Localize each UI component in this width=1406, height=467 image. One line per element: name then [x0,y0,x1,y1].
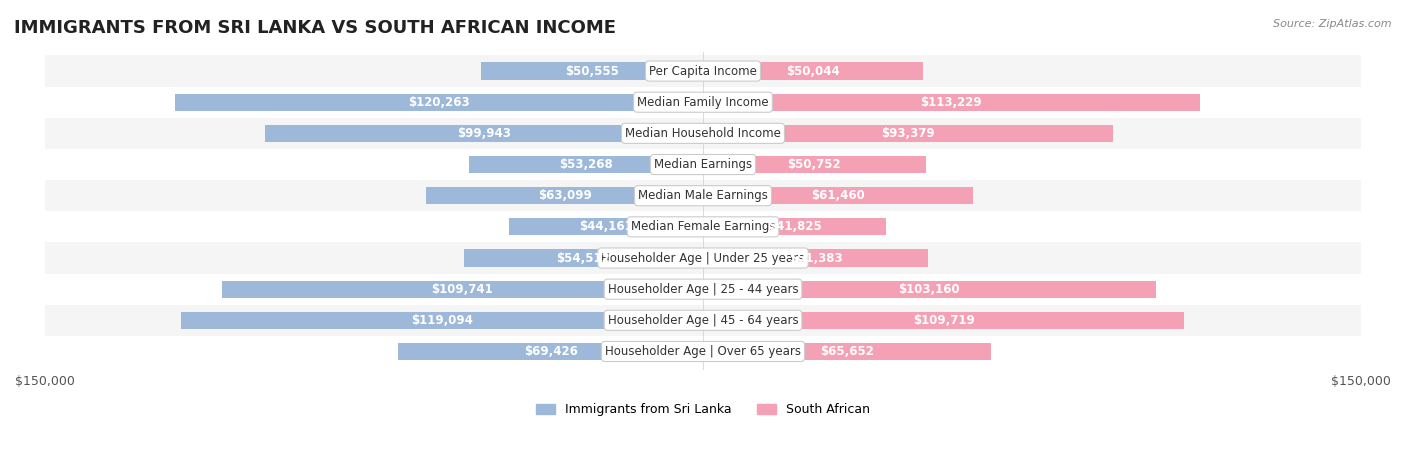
Text: $61,460: $61,460 [811,189,865,202]
Bar [703,125,1112,142]
Bar [481,63,703,79]
Bar [703,249,928,267]
Bar [176,94,703,111]
Text: $109,719: $109,719 [912,314,974,327]
Text: $65,652: $65,652 [820,345,875,358]
Bar [703,187,973,204]
Legend: Immigrants from Sri Lanka, South African: Immigrants from Sri Lanka, South African [531,398,875,421]
Bar [180,312,703,329]
Text: Median Family Income: Median Family Income [637,96,769,109]
Bar [464,249,703,267]
Bar [45,336,1361,367]
Text: Median Earnings: Median Earnings [654,158,752,171]
Text: $113,229: $113,229 [921,96,983,109]
Text: $50,555: $50,555 [565,64,619,78]
Bar [264,125,703,142]
Text: $69,426: $69,426 [524,345,578,358]
Bar [703,281,1156,298]
Text: $93,379: $93,379 [882,127,935,140]
Bar [45,242,1361,274]
Bar [45,305,1361,336]
Text: $44,161: $44,161 [579,220,633,234]
Text: IMMIGRANTS FROM SRI LANKA VS SOUTH AFRICAN INCOME: IMMIGRANTS FROM SRI LANKA VS SOUTH AFRIC… [14,19,616,37]
Bar [45,180,1361,211]
Bar [45,118,1361,149]
Text: Householder Age | 45 - 64 years: Householder Age | 45 - 64 years [607,314,799,327]
Text: $120,263: $120,263 [408,96,470,109]
Text: $63,099: $63,099 [537,189,592,202]
Text: Householder Age | 25 - 44 years: Householder Age | 25 - 44 years [607,283,799,296]
Text: $109,741: $109,741 [432,283,494,296]
Text: $54,512: $54,512 [557,252,610,264]
Bar [703,312,1184,329]
Text: Per Capita Income: Per Capita Income [650,64,756,78]
Bar [703,343,991,360]
Bar [703,63,922,79]
Bar [703,156,925,173]
Bar [45,56,1361,87]
Bar [45,274,1361,305]
Text: $51,383: $51,383 [789,252,842,264]
Text: $50,752: $50,752 [787,158,841,171]
Bar [222,281,703,298]
Text: Householder Age | Under 25 years: Householder Age | Under 25 years [602,252,804,264]
Bar [398,343,703,360]
Text: Median Male Earnings: Median Male Earnings [638,189,768,202]
Text: $41,825: $41,825 [768,220,821,234]
Text: Householder Age | Over 65 years: Householder Age | Over 65 years [605,345,801,358]
Text: $53,268: $53,268 [560,158,613,171]
Bar [426,187,703,204]
Text: $50,044: $50,044 [786,64,839,78]
Text: Median Household Income: Median Household Income [626,127,780,140]
Bar [45,87,1361,118]
Text: Median Female Earnings: Median Female Earnings [631,220,775,234]
Bar [45,149,1361,180]
Bar [703,94,1199,111]
Text: $103,160: $103,160 [898,283,960,296]
Bar [703,218,887,235]
Bar [45,211,1361,242]
Bar [509,218,703,235]
Bar [470,156,703,173]
Text: Source: ZipAtlas.com: Source: ZipAtlas.com [1274,19,1392,28]
Text: $99,943: $99,943 [457,127,510,140]
Text: $119,094: $119,094 [411,314,472,327]
